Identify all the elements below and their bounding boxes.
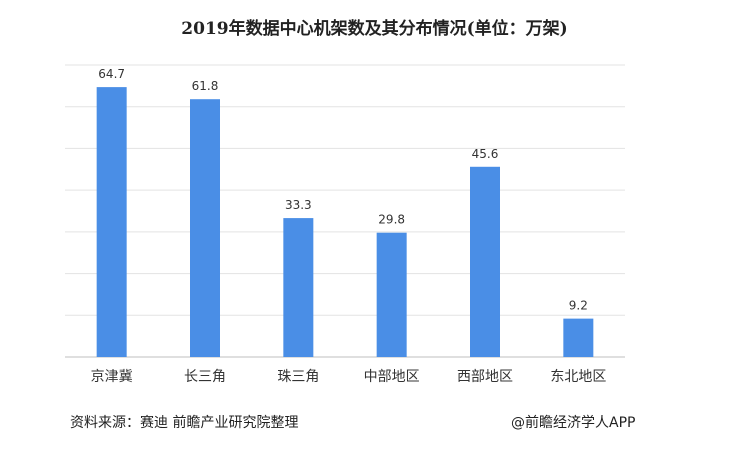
credit-note: @前瞻经济学人APP: [511, 415, 636, 431]
data-label: 29.8: [378, 213, 405, 227]
x-tick-label: 中部地区: [364, 369, 420, 385]
bar: [470, 166, 500, 357]
data-label: 9.2: [569, 299, 588, 313]
x-tick-labels: 京津冀 长三角 珠三角 中部地区 西部地区 东北地区: [91, 369, 607, 385]
x-tick-label: 京津冀: [91, 369, 133, 385]
chart-title: 2019年数据中心机架数及其分布情况(单位：万架): [181, 19, 568, 39]
data-label: 45.6: [472, 147, 499, 161]
bar: [283, 218, 314, 357]
bar: [563, 318, 594, 357]
x-tick-label: 珠三角: [277, 369, 319, 385]
bar: [376, 232, 407, 357]
bar: [96, 87, 127, 357]
value-labels: 64.7 61.8 33.3 29.8 45.6 9.2: [98, 67, 588, 313]
gridlines: [65, 64, 625, 358]
bars: [96, 87, 594, 357]
bar: [190, 99, 220, 357]
x-tick-label: 长三角: [184, 369, 226, 385]
data-label: 61.8: [192, 79, 219, 93]
x-tick-label: 东北地区: [550, 369, 606, 385]
data-label: 33.3: [285, 198, 312, 212]
bar-chart: 64.7 61.8 33.3 29.8 45.6 9.2 京津冀 长三角 珠三角 中部地区 西部地…: [65, 64, 625, 385]
data-label: 64.7: [98, 67, 125, 81]
source-note: 资料来源：赛迪 前瞻产业研究院整理: [70, 415, 299, 431]
x-tick-label: 西部地区: [457, 369, 513, 385]
